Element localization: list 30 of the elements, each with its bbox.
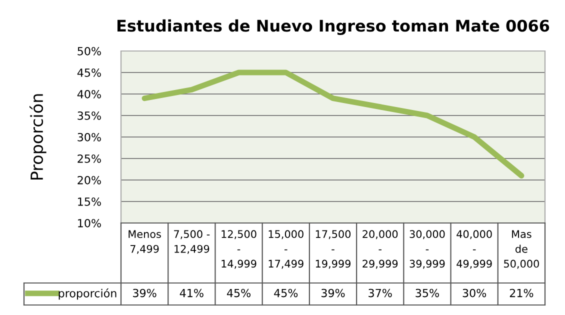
- y-tick-label: 15%: [78, 197, 101, 206]
- y-axis-title: Proporción: [30, 94, 46, 180]
- y-tick-label: 25%: [78, 154, 101, 163]
- data-label: 35%: [416, 288, 439, 298]
- data-label: 30%: [462, 288, 486, 298]
- x-tick-label: 7,500 - 12,499: [174, 230, 210, 254]
- x-tick-label: 12,500 - 14,999: [222, 230, 256, 269]
- x-tick-label: 15,000 - 17,499: [268, 230, 304, 269]
- y-tick-label: 20%: [78, 176, 101, 184]
- x-tick-label: 17,500 - 19,999: [316, 230, 351, 269]
- y-tick-label: 30%: [78, 132, 101, 142]
- y-tick-label: 35%: [78, 111, 101, 120]
- data-label: 45%: [274, 288, 298, 298]
- y-tick-label: 45%: [77, 68, 101, 77]
- data-label: 21%: [510, 288, 534, 298]
- x-tick-label: 30,000 - 39,999: [410, 230, 445, 269]
- chart-title: Estudiantes de Nuevo Ingreso toman Mate 0066: [117, 19, 550, 35]
- data-label: 41%: [180, 288, 204, 298]
- y-tick-label: 50%: [78, 46, 101, 56]
- data-label: 39%: [133, 288, 156, 298]
- x-tick-label: 40,000 - 49,999: [456, 230, 492, 269]
- data-label: 45%: [226, 288, 251, 298]
- data-label: 37%: [368, 288, 392, 298]
- data-label: 39%: [322, 288, 345, 298]
- x-tick-label: 20,000 - 29,999: [362, 230, 398, 269]
- y-tick-label: 10%: [78, 218, 101, 228]
- x-tick-label: Mas de 50,000: [504, 230, 539, 269]
- x-tick-label: Menos 7,499: [128, 230, 161, 254]
- y-tick-label: 40%: [77, 90, 101, 98]
- legend-label: proporción: [58, 288, 116, 300]
